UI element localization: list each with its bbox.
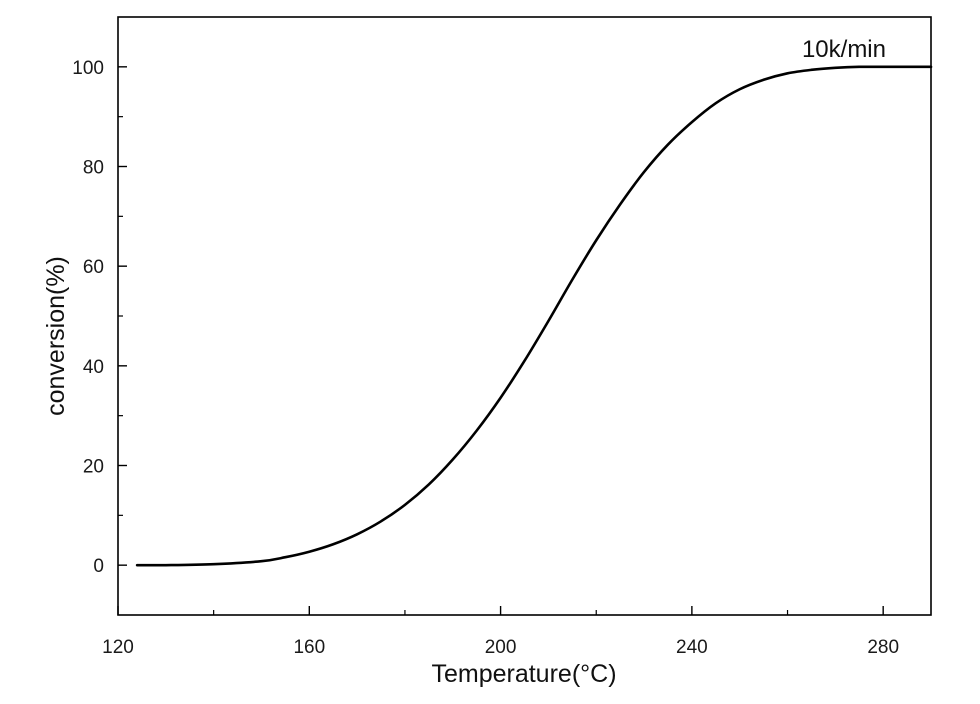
y-axis-ticks: 0 20 40 60 80 100	[72, 58, 127, 577]
y-tick-label: 40	[83, 357, 104, 378]
x-axis-ticks: 120 160 200 240 280	[102, 606, 899, 658]
y-tick-label: 0	[93, 556, 104, 577]
y-axis-title: conversion(%)	[42, 256, 70, 416]
y-tick-label: 20	[83, 457, 104, 478]
y-tick-label: 80	[83, 158, 104, 179]
series-line	[135, 65, 933, 567]
x-tick-label: 200	[485, 637, 517, 658]
x-tick-label: 120	[102, 637, 134, 658]
x-tick-label: 280	[867, 637, 899, 658]
x-axis-title: Temperature(°C)	[431, 660, 616, 688]
plot-frame	[117, 16, 932, 616]
series-layer: 10k/min	[135, 36, 933, 567]
series-label: 10k/min	[802, 36, 886, 63]
y-tick-label: 60	[83, 257, 104, 278]
x-tick-label: 240	[676, 637, 708, 658]
y-tick-label: 100	[72, 58, 104, 79]
x-tick-label: 160	[293, 637, 325, 658]
